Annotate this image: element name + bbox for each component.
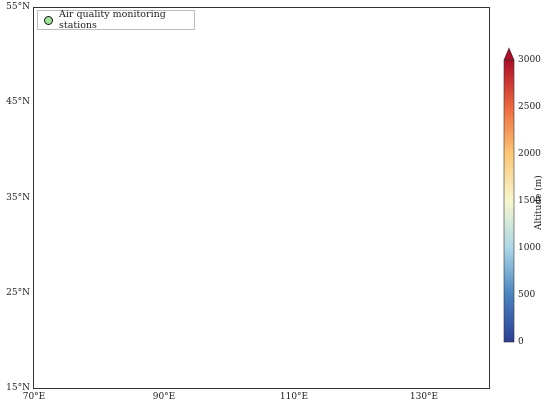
y-tick-45: 45°N — [6, 97, 30, 107]
colorbar — [503, 47, 515, 343]
x-tick-110: 110°E — [279, 392, 309, 402]
y-tick-55: 55°N — [6, 2, 30, 12]
y-tick-35: 35°N — [6, 193, 30, 203]
y-tick-15: 15°N — [6, 383, 30, 393]
station-marker-icon — [44, 15, 53, 25]
x-tick-70: 70°E — [22, 392, 46, 402]
map-frame — [33, 7, 490, 389]
cbar-tick-1000: 1000 — [518, 243, 541, 253]
legend-label: Air quality monitoring stations — [59, 9, 166, 31]
x-tick-130: 130°E — [409, 392, 439, 402]
y-tick-25: 25°N — [6, 288, 30, 298]
colorbar-title: Altitude (m) — [534, 175, 544, 230]
cbar-tick-2000: 2000 — [518, 149, 541, 159]
legend: Air quality monitoring stations — [37, 9, 195, 31]
cbar-tick-500: 500 — [518, 290, 536, 300]
cbar-tick-2500: 2500 — [518, 102, 541, 112]
x-tick-90: 90°E — [152, 392, 176, 402]
cbar-tick-0: 0 — [518, 337, 524, 347]
cbar-tick-3000: 3000 — [518, 55, 541, 65]
cbar-tick-1500: 1500 — [518, 196, 541, 206]
